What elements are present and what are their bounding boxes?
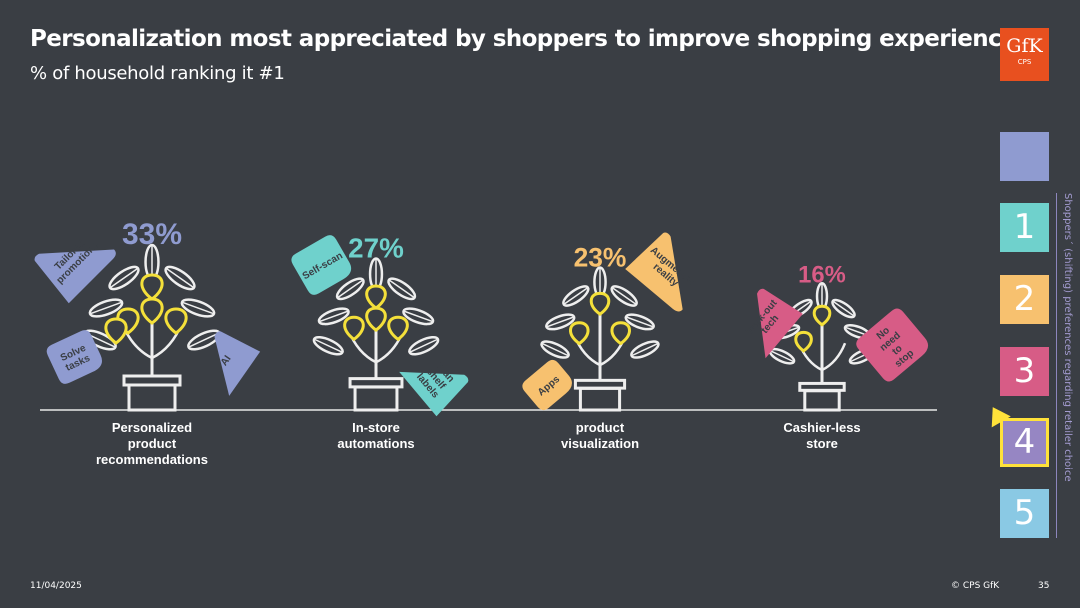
fruit xyxy=(365,284,387,310)
tag-shape xyxy=(46,330,102,384)
value-label: 23% xyxy=(574,243,627,273)
leaf-vein xyxy=(631,342,659,357)
leaf-vein xyxy=(109,267,139,289)
fruit xyxy=(365,306,387,332)
category-label: Personalized xyxy=(112,420,192,435)
tag-shape xyxy=(625,232,683,312)
tag-shape xyxy=(522,359,572,411)
gfk-logo: GfK CPS xyxy=(1000,28,1049,81)
tag-shape xyxy=(214,331,261,396)
feature-tag: Apps xyxy=(522,359,572,411)
fruit xyxy=(164,307,188,335)
leaf-vein xyxy=(546,316,575,328)
tag-shape xyxy=(856,308,929,382)
leaf-vein xyxy=(403,310,434,323)
sidebar-step-3: 3 xyxy=(1000,347,1049,396)
footer-date: 11/04/2025 xyxy=(30,581,82,591)
tag-shape xyxy=(399,371,469,417)
logo-sub: CPS xyxy=(1017,58,1032,66)
sidebar-step-overview xyxy=(1000,132,1049,181)
sidebar-step-4: 4 xyxy=(1000,418,1049,467)
sidebar-step-1: 1 xyxy=(1000,203,1049,252)
pot xyxy=(353,385,399,412)
page-title: Personalization most appreciated by shop… xyxy=(30,26,1017,52)
page-subtitle: % of household ranking it #1 xyxy=(30,63,285,84)
category-label: recommendations xyxy=(96,452,208,467)
category-label: Cashier-less xyxy=(783,420,860,435)
sidebar-step-2: 2 xyxy=(1000,275,1049,324)
leaf-vein xyxy=(541,342,569,357)
pot-rim xyxy=(798,381,846,392)
value-label: 33% xyxy=(122,218,182,251)
category-label: visualization xyxy=(561,436,639,451)
leaf-vein xyxy=(388,279,415,299)
plant-chart: 33%PersonalizedproductrecommendationsTai… xyxy=(34,218,937,467)
tag-shape xyxy=(34,249,116,304)
leaf-vein xyxy=(769,350,795,363)
leaf-vein xyxy=(832,300,855,317)
category-label: In-store xyxy=(352,420,400,435)
page-number: 35 xyxy=(1038,581,1050,591)
leaf-vein xyxy=(409,338,439,354)
category-label: store xyxy=(806,436,838,451)
leaf-vein xyxy=(318,310,349,323)
category-label: product xyxy=(576,420,625,435)
leaf-vein xyxy=(625,316,654,328)
leaf-vein xyxy=(611,286,637,306)
leaf-vein xyxy=(165,267,195,289)
sidebar-label: Shoppers´ (shifting) preferences regardi… xyxy=(1062,193,1073,482)
fruit xyxy=(812,304,832,327)
fruit xyxy=(569,321,590,346)
fruit xyxy=(104,317,128,345)
sidebar-step-5: 5 xyxy=(1000,489,1049,538)
leaf-vein xyxy=(313,338,343,354)
leaf-vein xyxy=(181,301,215,315)
fruit xyxy=(140,273,164,301)
pot xyxy=(803,389,841,412)
leaf-vein xyxy=(337,279,364,299)
category-label: product xyxy=(128,436,177,451)
value-label: 27% xyxy=(348,233,404,264)
pot xyxy=(578,386,622,412)
fruit xyxy=(343,315,365,342)
tag-shape xyxy=(757,288,803,359)
leaf-vein xyxy=(89,301,123,315)
feature-tag: AI xyxy=(214,331,261,396)
leaf-vein xyxy=(188,332,220,348)
feature-tag: Self-scan xyxy=(291,235,352,295)
fruit xyxy=(610,321,631,346)
leaf-vein xyxy=(563,286,589,306)
fruit xyxy=(387,315,409,342)
logo-brand: GfK xyxy=(1006,35,1043,57)
pot xyxy=(127,383,177,412)
category-label: automations xyxy=(337,436,414,451)
footer-copyright: © CPS GfK xyxy=(951,581,1000,591)
branch xyxy=(821,342,847,372)
sidebar-divider xyxy=(1056,193,1057,538)
fruit xyxy=(589,291,611,316)
fruit xyxy=(140,297,164,325)
value-label: 16% xyxy=(798,261,846,288)
tag-shape xyxy=(291,235,352,295)
fruit xyxy=(794,330,813,353)
